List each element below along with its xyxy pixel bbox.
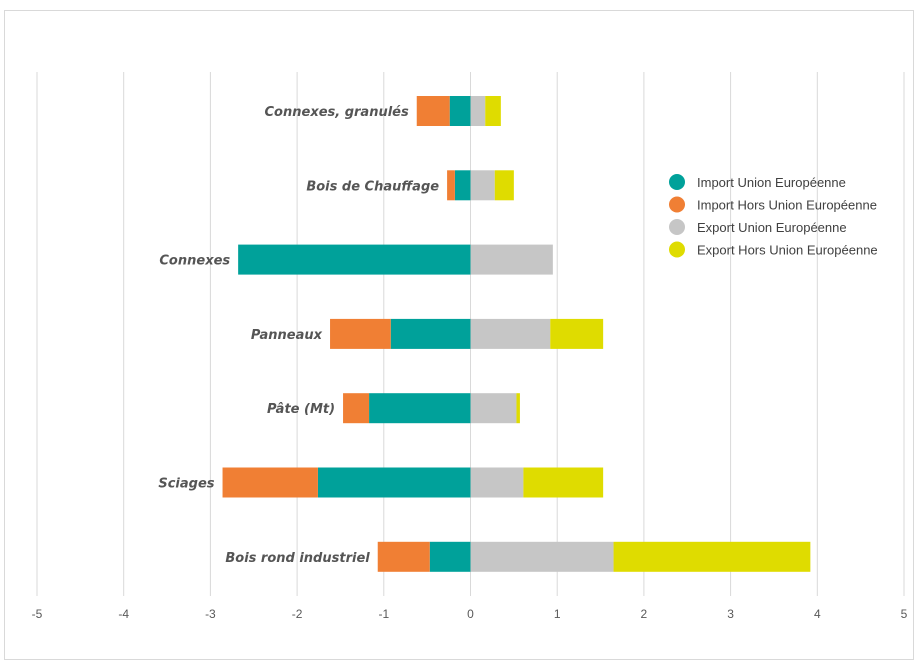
gridlines (36, 72, 905, 596)
legend-marker (669, 219, 685, 235)
bar-export-union-europeenne (470, 393, 517, 424)
x-tick-label: 1 (554, 607, 561, 621)
category-label: Bois de Chauffage (306, 179, 439, 194)
bar-import-hors-union-europeenne (377, 541, 430, 572)
legend-label: Import Hors Union Européenne (697, 198, 877, 213)
bar-import-hors-union-europeenne (330, 318, 391, 349)
category-label: Bois rond industriel (225, 551, 370, 566)
bar-export-union-europeenne (470, 170, 495, 201)
bar-export-hors-union-europeenne (613, 541, 811, 572)
bar-import-union-europeenne (429, 541, 471, 572)
legend-label: Export Hors Union Européenne (697, 243, 878, 258)
category-label: Pâte (Mt) (267, 402, 335, 417)
bar-import-union-europeenne (369, 393, 471, 424)
x-tick-label: -1 (378, 607, 389, 621)
legend-label: Export Union Européenne (697, 220, 847, 235)
bar-export-hors-union-europeenne (523, 467, 604, 498)
category-labels: Connexes, granulés Bois de Chauffage Conne… (158, 105, 439, 566)
bar-import-union-europeenne (317, 467, 471, 498)
x-tick-label: 2 (641, 607, 648, 621)
x-tick-label: -2 (292, 607, 303, 621)
bars-group (222, 96, 811, 572)
bar-import-union-europeenne (449, 96, 471, 126)
bar-import-union-europeenne (390, 318, 471, 349)
category-label: Sciages (158, 477, 214, 492)
x-tick-label: -5 (32, 607, 43, 621)
category-label: Connexes, granulés (265, 105, 409, 120)
bar-export-hors-union-europeenne (516, 393, 520, 424)
bar-import-hors-union-europeenne (416, 96, 450, 126)
legend-label: Import Union Européenne (697, 175, 846, 190)
category-label: Connexes (159, 254, 230, 269)
bar-export-union-europeenne (470, 244, 553, 275)
x-tick-labels: -5 -4 -3 -2 -1 0 1 2 3 4 5 (32, 607, 908, 621)
x-tick-label: 0 (467, 607, 474, 621)
bar-import-hors-union-europeenne (447, 170, 455, 201)
bar-export-union-europeenne (470, 96, 486, 126)
legend-marker (669, 174, 685, 190)
legend-marker (669, 196, 685, 213)
bar-export-union-europeenne (470, 467, 524, 498)
category-label: Panneaux (251, 328, 323, 343)
bar-import-union-europeenne (454, 170, 471, 201)
x-tick-label: 5 (901, 607, 908, 621)
bar-import-union-europeenne (238, 244, 471, 275)
bar-export-hors-union-europeenne (550, 318, 604, 349)
bar-export-hors-union-europeenne (485, 96, 501, 126)
legend-marker (669, 241, 685, 258)
x-tick-label: -3 (205, 607, 216, 621)
x-tick-label: -4 (118, 607, 129, 621)
bar-export-union-europeenne (470, 318, 551, 349)
bar-import-hors-union-europeenne (222, 467, 318, 498)
x-tick-label: 3 (727, 607, 734, 621)
bar-export-union-europeenne (470, 541, 614, 572)
bar-import-hors-union-europeenne (343, 393, 370, 424)
bar-export-hors-union-europeenne (494, 170, 514, 201)
legend: Import Union Européenne Import Hors Union… (669, 174, 878, 258)
x-tick-label: 4 (814, 607, 821, 621)
